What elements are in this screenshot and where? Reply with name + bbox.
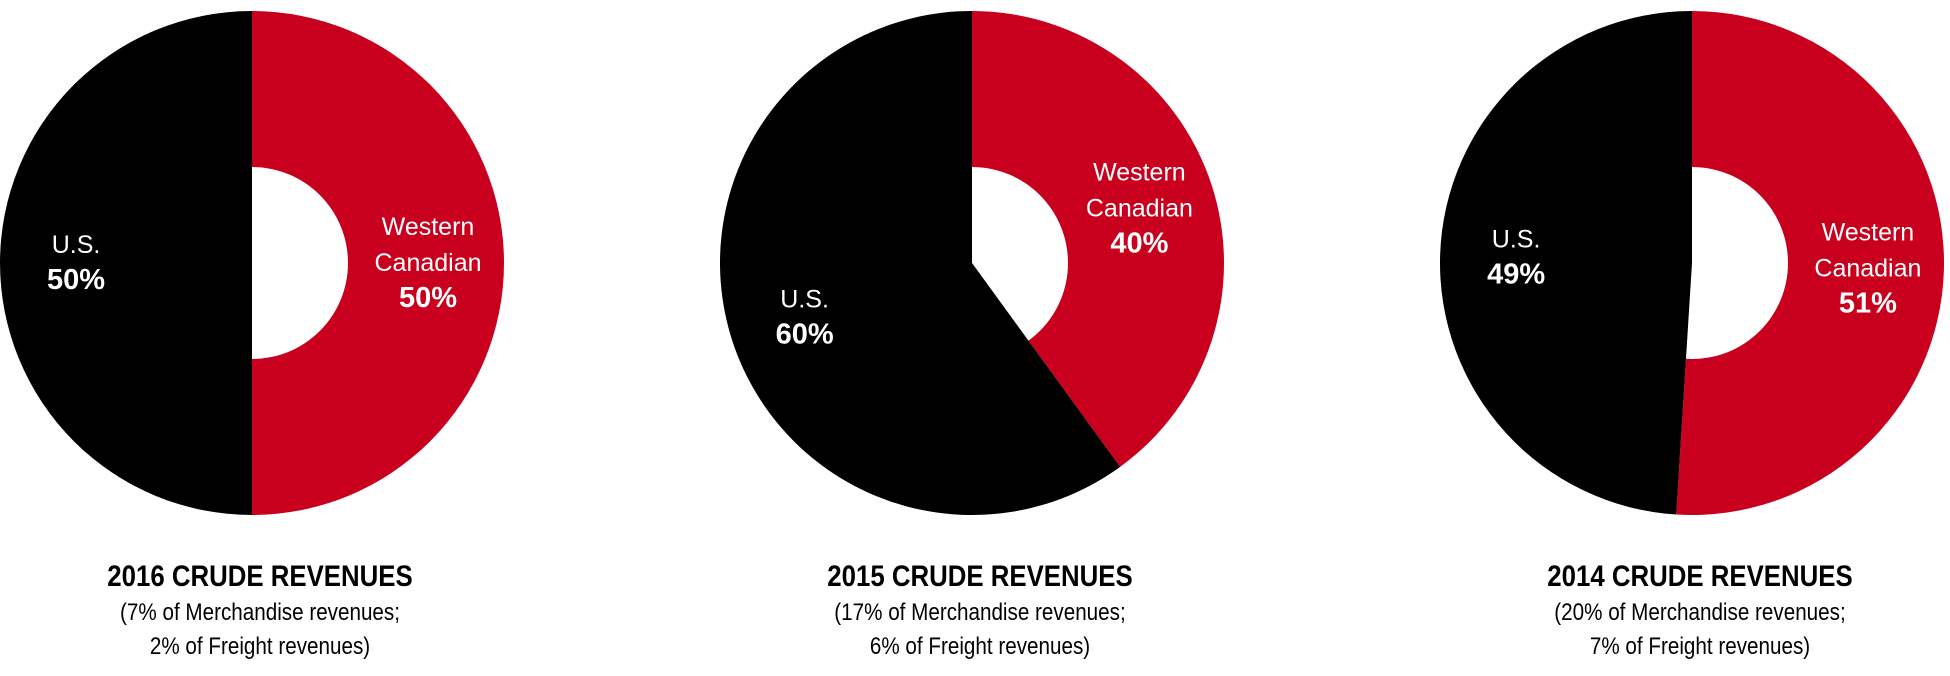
donut-chart-2015: Western Canadian 40% U.S. 60% 2015 CRUDE REV… bbox=[720, 0, 1240, 676]
slice-percent-label: 51% bbox=[1839, 288, 1897, 320]
slice-percent-label: 50% bbox=[399, 282, 457, 314]
slice-label: U.S. bbox=[780, 285, 829, 313]
chart-subtitle-line-1: (20% of Merchandise revenues; bbox=[1554, 599, 1846, 626]
donut-svg-2015: Western Canadian 40% U.S. 60% bbox=[720, 11, 1224, 515]
slice-percent-label: 50% bbox=[47, 264, 105, 296]
slice-label: Canadian bbox=[1814, 255, 1921, 283]
pie-slice-western-canadian bbox=[972, 11, 1224, 467]
chart-subtitle-line-2: 7% of Freight revenues) bbox=[1589, 633, 1811, 660]
chart-title: 2016 CRUDE REVENUES bbox=[107, 560, 413, 593]
slice-label: U.S. bbox=[1492, 225, 1541, 253]
slice-label: Western bbox=[1093, 159, 1186, 187]
slice-percent-label: 49% bbox=[1487, 258, 1545, 290]
donut-chart-2014: Western Canadian 51% U.S. 49% 2014 CRUDE REV… bbox=[1439, 0, 1950, 676]
donut-svg-2016: Western Canadian 50% U.S. 50% bbox=[0, 11, 504, 515]
pie-slice-western-canadian bbox=[1676, 11, 1944, 515]
pie-slice-us bbox=[720, 11, 1121, 515]
slice-label: Western bbox=[1822, 219, 1915, 247]
pie-slice-western-canadian bbox=[252, 11, 504, 515]
pie-slice-us bbox=[0, 11, 252, 515]
slice-percent-label: 60% bbox=[776, 318, 834, 350]
donut-chart-2016: Western Canadian 50% U.S. 50% 2016 CRUDE REV… bbox=[0, 0, 520, 676]
slice-label: Canadian bbox=[374, 249, 481, 277]
slice-label: U.S. bbox=[52, 231, 101, 259]
pie-slice-us bbox=[1439, 11, 1692, 515]
chart-subtitle-line-2: 6% of Freight revenues) bbox=[869, 633, 1091, 660]
donut-svg-2014: Western Canadian 51% U.S. 49% bbox=[1439, 11, 1944, 515]
chart-caption-2016: 2016 CRUDE REVENUES (7% of Merchandise r… bbox=[0, 558, 520, 664]
slice-percent-label: 40% bbox=[1110, 228, 1168, 260]
chart-title: 2014 CRUDE REVENUES bbox=[1547, 560, 1853, 593]
chart-caption-2014: 2014 CRUDE REVENUES (20% of Merchandise … bbox=[1440, 558, 1950, 664]
chart-subtitle-line-1: (17% of Merchandise revenues; bbox=[834, 599, 1126, 626]
chart-subtitle-line-2: 2% of Freight revenues) bbox=[149, 633, 371, 660]
chart-subtitle-line-1: (7% of Merchandise revenues; bbox=[120, 599, 400, 626]
chart-title: 2015 CRUDE REVENUES bbox=[827, 560, 1133, 593]
chart-caption-2015: 2015 CRUDE REVENUES (17% of Merchandise … bbox=[720, 558, 1240, 664]
slice-label: Western bbox=[382, 213, 475, 241]
slice-label: Canadian bbox=[1086, 195, 1193, 223]
